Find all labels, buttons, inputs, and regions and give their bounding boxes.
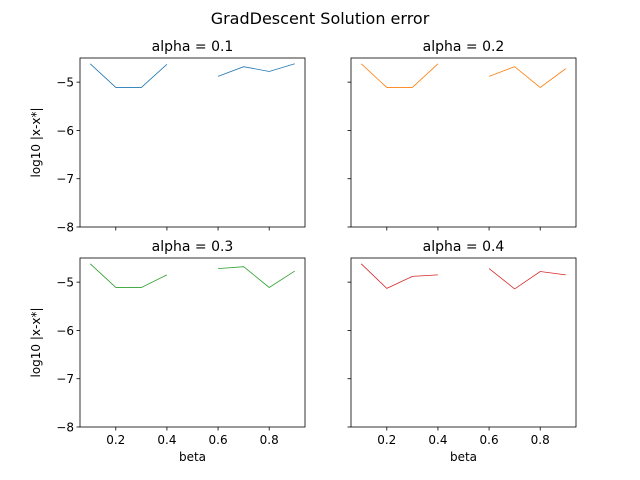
series-line-1 bbox=[360, 263, 438, 289]
axes-frame bbox=[350, 257, 577, 428]
series-line-1 bbox=[89, 63, 168, 88]
y-axis-label: log10 |x-x*| bbox=[29, 108, 43, 178]
subplot-3: alpha = 0.3 0.2 0.4 0.6 0.8 −8 −7 −6 −5 beta log10… bbox=[29, 239, 306, 464]
x-axis-label: beta bbox=[450, 450, 477, 464]
subplot-title: alpha = 0.4 bbox=[423, 239, 505, 255]
y-axis-label: log10 |x-x*| bbox=[29, 308, 43, 378]
x-tick-label: 0.4 bbox=[428, 433, 447, 447]
y-tick-label: −6 bbox=[56, 124, 74, 138]
x-tick-label: 0.8 bbox=[260, 433, 279, 447]
series-line-2 bbox=[218, 266, 295, 288]
x-axis-label: beta bbox=[179, 450, 206, 464]
y-tick-label: −5 bbox=[56, 276, 74, 290]
y-tick-label: −5 bbox=[56, 76, 74, 90]
series-line-2 bbox=[488, 268, 566, 290]
axes-frame bbox=[79, 57, 306, 228]
x-tick-label: 0.6 bbox=[209, 433, 228, 447]
figure-title: GradDescent Solution error bbox=[211, 9, 430, 28]
y-tick-label: −7 bbox=[56, 172, 74, 186]
series-line-1 bbox=[89, 263, 168, 288]
x-tick-label: 0.2 bbox=[106, 433, 125, 447]
axes-frame bbox=[350, 57, 577, 228]
y-tick-label: −8 bbox=[56, 421, 74, 435]
x-tick-label: 0.4 bbox=[157, 433, 176, 447]
x-tick-label: 0.8 bbox=[531, 433, 550, 447]
x-tick-label: 0.6 bbox=[480, 433, 499, 447]
series-line-2 bbox=[488, 66, 567, 88]
series-line-1 bbox=[360, 63, 439, 88]
subplot-title: alpha = 0.2 bbox=[423, 39, 505, 55]
series-line-2 bbox=[217, 63, 295, 77]
y-tick-label: −6 bbox=[56, 324, 74, 338]
subplot-4: alpha = 0.4 0.2 0.4 0.6 0.8 beta bbox=[347, 239, 577, 464]
y-tick-label: −8 bbox=[56, 221, 74, 235]
axes-frame bbox=[79, 257, 306, 428]
subplot-1: alpha = 0.1 −8 −7 −6 −5 log10 |x-x*| bbox=[29, 39, 306, 235]
subplot-title: alpha = 0.3 bbox=[152, 239, 234, 255]
subplot-2: alpha = 0.2 bbox=[347, 39, 577, 231]
x-tick-label: 0.2 bbox=[377, 433, 396, 447]
subplot-title: alpha = 0.1 bbox=[152, 39, 234, 55]
y-tick-label: −7 bbox=[56, 372, 74, 386]
